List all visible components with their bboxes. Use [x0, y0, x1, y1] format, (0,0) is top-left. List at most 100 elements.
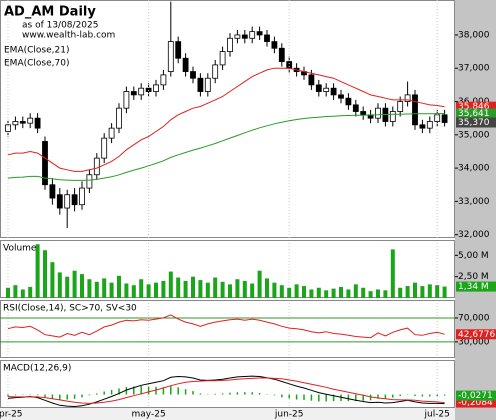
- volume-bar: [390, 249, 395, 298]
- volume-bar: [442, 286, 447, 298]
- value-tag: [456, 329, 496, 340]
- candle-body: [5, 124, 11, 132]
- y-tick-label: 37,000: [458, 64, 490, 74]
- macd-histogram-bar: [133, 386, 135, 395]
- candle-body: [330, 87, 337, 96]
- candle-body: [27, 117, 34, 124]
- candle-body: [389, 111, 396, 122]
- volume-bar: [50, 262, 55, 298]
- pane-frame: [0, 0, 455, 238]
- macd-histogram-bar: [429, 394, 431, 397]
- macd-histogram-bar: [325, 394, 327, 402]
- macd-histogram-bar: [125, 386, 128, 395]
- y-tick-label: 35,000: [458, 130, 490, 140]
- candle-body: [345, 97, 352, 106]
- candle-body: [130, 91, 137, 96]
- y-tick-label: 32,000: [458, 230, 490, 240]
- volume-bar: [168, 271, 173, 298]
- candle-body: [138, 87, 145, 96]
- volume-bar: [420, 286, 425, 298]
- candle-body: [108, 127, 115, 139]
- axis-background: [455, 0, 496, 420]
- macd-histogram-bar: [384, 394, 387, 399]
- y-tick-label: 70,000: [458, 313, 490, 323]
- macd-histogram-bar: [258, 393, 261, 395]
- candle-body: [315, 84, 322, 92]
- macd-histogram-bar: [421, 394, 424, 397]
- candle-body: [256, 31, 263, 36]
- macd-histogram-bar: [110, 389, 113, 395]
- macd-histogram-bar: [347, 394, 350, 402]
- volume-bar: [250, 283, 255, 298]
- x-tick-label: jun-25: [274, 410, 304, 420]
- candle-body: [12, 121, 19, 126]
- candle-body: [34, 117, 41, 129]
- volume-bar: [361, 287, 366, 298]
- macd-histogram-bar: [170, 386, 172, 395]
- value-tag: [456, 101, 496, 112]
- candle-body: [204, 77, 211, 92]
- volume-bar: [427, 284, 432, 298]
- volume-bar: [13, 285, 18, 298]
- rsi-line: [7, 314, 445, 339]
- macd-histogram-bar: [199, 393, 202, 395]
- candle-body: [56, 194, 63, 209]
- candle-body: [101, 137, 108, 159]
- candle-body: [375, 107, 381, 119]
- macd-histogram-bar: [273, 394, 276, 396]
- macd-line: [7, 377, 445, 404]
- volume-bar: [309, 289, 314, 298]
- value-tag: [456, 397, 496, 408]
- macd-histogram-bar: [244, 392, 246, 395]
- macd-line: [7, 375, 445, 408]
- volume-bar: [191, 276, 195, 298]
- macd-histogram-bar: [184, 389, 187, 395]
- candle-body: [116, 107, 122, 129]
- volume-bar: [176, 277, 181, 298]
- macd-histogram-bar: [36, 394, 39, 396]
- pane-title: Volume: [3, 244, 37, 254]
- value-tag: [456, 108, 496, 119]
- candle-body: [419, 124, 426, 129]
- pane-title: RSI(Close,14), SC>70, SV<30: [3, 304, 137, 314]
- value-tag-label: -0,2084: [458, 398, 493, 408]
- candle-body: [426, 121, 433, 129]
- candle-body: [175, 41, 182, 59]
- candle-body: [286, 61, 293, 69]
- volume-bar: [257, 270, 262, 298]
- candle-body: [190, 71, 196, 79]
- volume-bar: [346, 289, 351, 298]
- volume-bar: [117, 275, 121, 298]
- y-tick-label: 38,000: [458, 30, 490, 40]
- volume-bar: [43, 250, 47, 298]
- volume-bar: [205, 282, 210, 298]
- pane-frame: [0, 300, 455, 358]
- volume-bar: [279, 285, 284, 298]
- macd-histogram-bar: [303, 394, 305, 400]
- candle-body: [182, 57, 189, 72]
- volume-bar: [139, 279, 144, 298]
- macd-histogram-bar: [221, 393, 224, 395]
- macd-histogram-bar: [147, 386, 150, 395]
- volume-bar: [405, 286, 410, 298]
- volume-bar: [398, 287, 403, 298]
- volume-bar: [124, 283, 129, 298]
- volume-bar: [146, 284, 151, 298]
- volume-bar: [435, 285, 440, 298]
- macd-histogram-bar: [14, 394, 17, 396]
- y-tick-label: 30,000: [458, 337, 490, 347]
- volume-bar: [383, 290, 388, 298]
- macd-histogram-bar: [59, 394, 61, 400]
- candle-body: [93, 157, 100, 176]
- macd-histogram-bar: [318, 394, 320, 402]
- volume-bar: [35, 244, 40, 298]
- candle-body: [145, 87, 152, 92]
- volume-bar: [161, 280, 166, 298]
- volume-bar: [20, 289, 25, 298]
- value-tag: [456, 281, 496, 292]
- volume-bar: [294, 284, 299, 298]
- y-tick-label: 2,50 M: [458, 272, 489, 282]
- value-tag-label: 35,641: [458, 109, 490, 119]
- volume-bar: [265, 278, 269, 298]
